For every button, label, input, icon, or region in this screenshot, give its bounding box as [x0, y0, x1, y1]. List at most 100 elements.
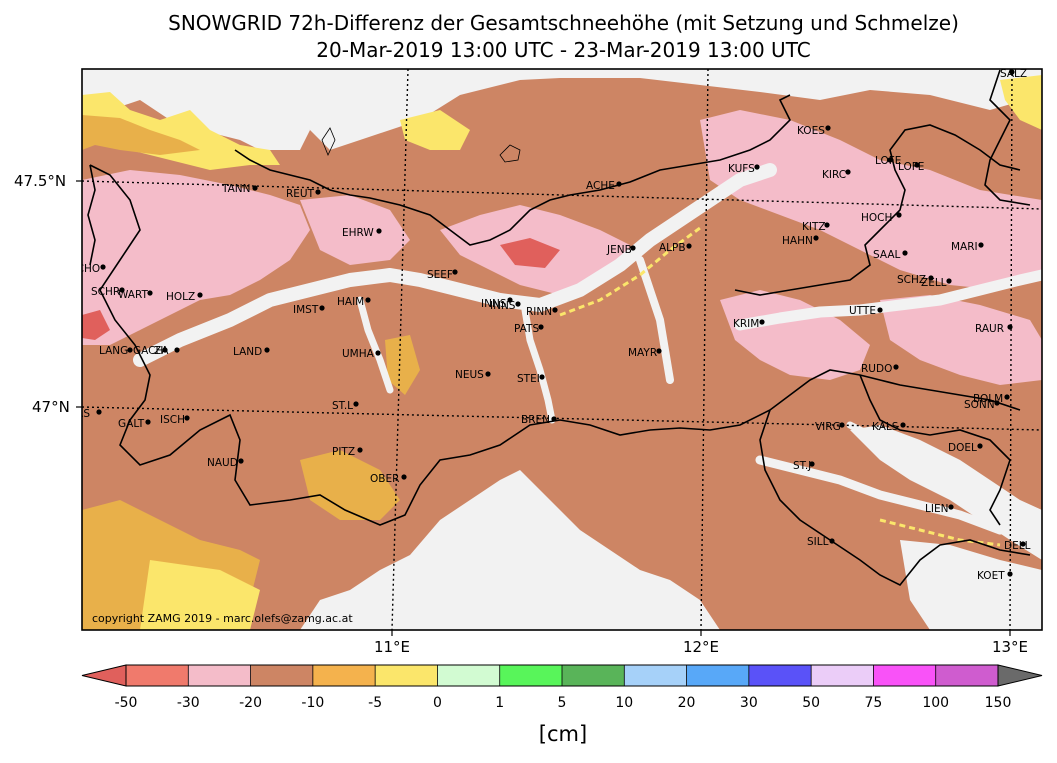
colorbar-tick-label: 1 [495, 695, 505, 711]
station-label-hahn: HAHN [782, 235, 813, 247]
station-label-sonn: SONN [964, 399, 995, 411]
orange-region-south-center [300, 450, 400, 520]
station-marker-pitz [357, 447, 363, 453]
station-label-land: LAND [233, 346, 262, 358]
lat-label-47: 47°N [32, 398, 70, 416]
station-label-naud: NAUD [207, 457, 238, 469]
station-label-scho: SCHO [70, 263, 100, 275]
station-marker-tann [252, 185, 258, 191]
station-marker-sonn [994, 400, 1000, 406]
station-marker-koes [825, 125, 831, 131]
station-label-mayr: MAYR [628, 347, 657, 359]
station-marker-isch [184, 415, 190, 421]
colorbar-tick-label: -10 [301, 695, 325, 711]
station-marker-stj [809, 461, 815, 467]
station-label-stj: ST.J [793, 460, 811, 472]
orange-patch-nw [82, 115, 200, 155]
station-marker-rinn [552, 307, 558, 313]
graticule-lat-47 [82, 406, 1042, 431]
colorbar-tick-label: 20 [677, 695, 696, 711]
map-frame [81, 68, 1043, 631]
station-label-koet: KOET [977, 570, 1005, 582]
station-marker-holz [197, 292, 203, 298]
northern-foreland-white [82, 69, 1042, 150]
station-label-bren: BREN [521, 414, 550, 426]
station-label-inns: INNS [481, 298, 507, 310]
colorbar-segment-10 [748, 665, 812, 686]
colorbar-segment-4 [375, 665, 438, 686]
station-label-wart: WART [118, 289, 149, 301]
station-label-lofe: LOFE [875, 155, 901, 167]
station-marker-zell [946, 278, 952, 284]
station-marker-imst [319, 305, 325, 311]
station-label-inns: INNS [490, 300, 516, 312]
station-marker-wart [147, 290, 153, 296]
station-marker-kufs [754, 164, 760, 170]
pink-region-north-east [700, 110, 1042, 290]
station-marker-za [174, 347, 180, 353]
yellow-patch-nw [82, 92, 280, 170]
station-marker-mari [978, 242, 984, 248]
station-marker-kitz [824, 222, 830, 228]
snow-difference-field [82, 69, 1042, 630]
colorbar-segment-5 [437, 665, 500, 686]
station-label-sill: SILL [807, 536, 829, 548]
station-label-lang: LANG [99, 345, 128, 357]
station-marker-inns [515, 301, 521, 307]
station-marker-galt [145, 419, 151, 425]
station-label-gas: GAS [68, 408, 90, 420]
station-label-imst: IMST [293, 304, 319, 316]
lon-label-12: 12°E [682, 638, 720, 656]
station-marker-salz [1009, 69, 1015, 75]
lake-outline-west [321, 127, 336, 157]
station-label-stl: ST.L [332, 400, 353, 412]
station-marker-lofe [914, 162, 920, 168]
station-marker-sill [829, 538, 835, 544]
station-marker-neus [485, 371, 491, 377]
red-patch-west [82, 310, 110, 340]
border-tyrol-bavaria [234, 94, 791, 246]
station-label-schr: SCHR [91, 286, 120, 298]
station-label-kitz: KITZ [802, 221, 826, 233]
station-label-umha: UMHA [342, 348, 375, 360]
station-label-raur: RAUR [975, 323, 1004, 335]
station-label-kals: KALS [872, 421, 899, 433]
station-label-virg: VIRG [815, 421, 841, 433]
colorbar-segment-8 [624, 665, 687, 686]
station-label-tann: TANN [221, 183, 251, 195]
station-marker-naud [238, 458, 244, 464]
border-tyrol-north [89, 164, 1021, 526]
colorbar-segment-12 [873, 665, 936, 686]
station-label-schz: SCHZ [897, 274, 926, 286]
yellow-region-south [140, 560, 260, 630]
station-marker-rudo [893, 364, 899, 370]
oetz-valley [356, 296, 394, 394]
station-label-saal: SAAL [873, 249, 901, 261]
station-label-doel: DOEL [948, 442, 977, 454]
lon-label-11: 11°E [373, 638, 411, 656]
lake-outline [499, 144, 521, 163]
station-marker-hahn [813, 235, 819, 241]
station-label-isch: ISCH [160, 414, 185, 426]
border-salzburg-east [984, 69, 1031, 206]
colorbar-tick-label: -20 [239, 695, 262, 711]
station-marker-lofe [887, 157, 893, 163]
station-label-jenb: JENB [606, 244, 632, 256]
colorbar-tick-label: 10 [615, 695, 634, 711]
station-label-ober: OBER [370, 473, 399, 485]
graticule-lon-11 [391, 69, 409, 630]
station-label-kirc: KIRC [822, 169, 846, 181]
colorbar-tick-label: 100 [922, 695, 950, 711]
station-marker-ober [401, 474, 407, 480]
station-label-pitz: PITZ [332, 446, 355, 458]
south-east-white [900, 540, 1042, 630]
station-marker-gach [162, 347, 168, 353]
station-marker-gas [96, 409, 102, 415]
colorbar-segment-11 [811, 665, 874, 686]
station-marker-lang [127, 347, 133, 353]
station-marker-koet [1007, 571, 1013, 577]
western-lowland-white [82, 69, 310, 150]
station-marker-raur [1007, 324, 1013, 330]
station-marker-hoch [896, 212, 902, 218]
